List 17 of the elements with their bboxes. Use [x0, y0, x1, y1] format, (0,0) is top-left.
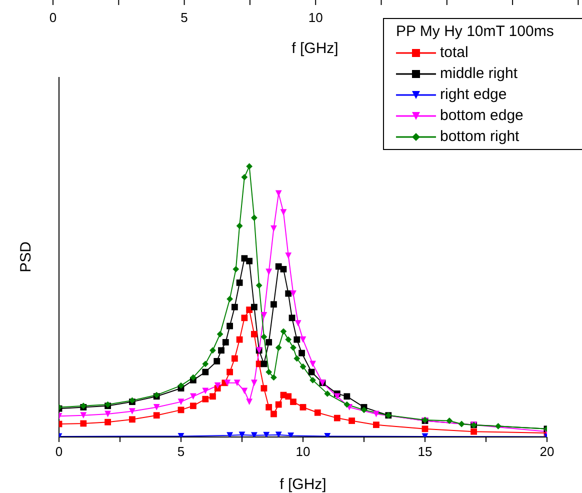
text: f [GHz] — [292, 40, 338, 57]
x-tick-label: 15 — [418, 444, 432, 459]
legend-label: bottom right — [440, 128, 520, 145]
x-tick-label: 5 — [177, 444, 185, 459]
text: 10 — [308, 10, 323, 25]
text: 0 — [49, 10, 57, 25]
x-tick-label: 0 — [55, 444, 63, 459]
legend-label: right edge — [440, 86, 507, 103]
x-tick-label: 20 — [540, 444, 554, 459]
legend-label: total — [440, 44, 468, 61]
x-axis-title: f [GHz] — [280, 476, 326, 493]
y-axis-title: PSD — [17, 241, 34, 272]
x-tick-label: 10 — [296, 444, 310, 459]
text: 5 — [180, 10, 188, 25]
legend-label: middle right — [440, 65, 518, 82]
legend-label: bottom edge — [440, 107, 524, 124]
legend-title: PP My Hy 10mT 100ms — [396, 23, 555, 40]
